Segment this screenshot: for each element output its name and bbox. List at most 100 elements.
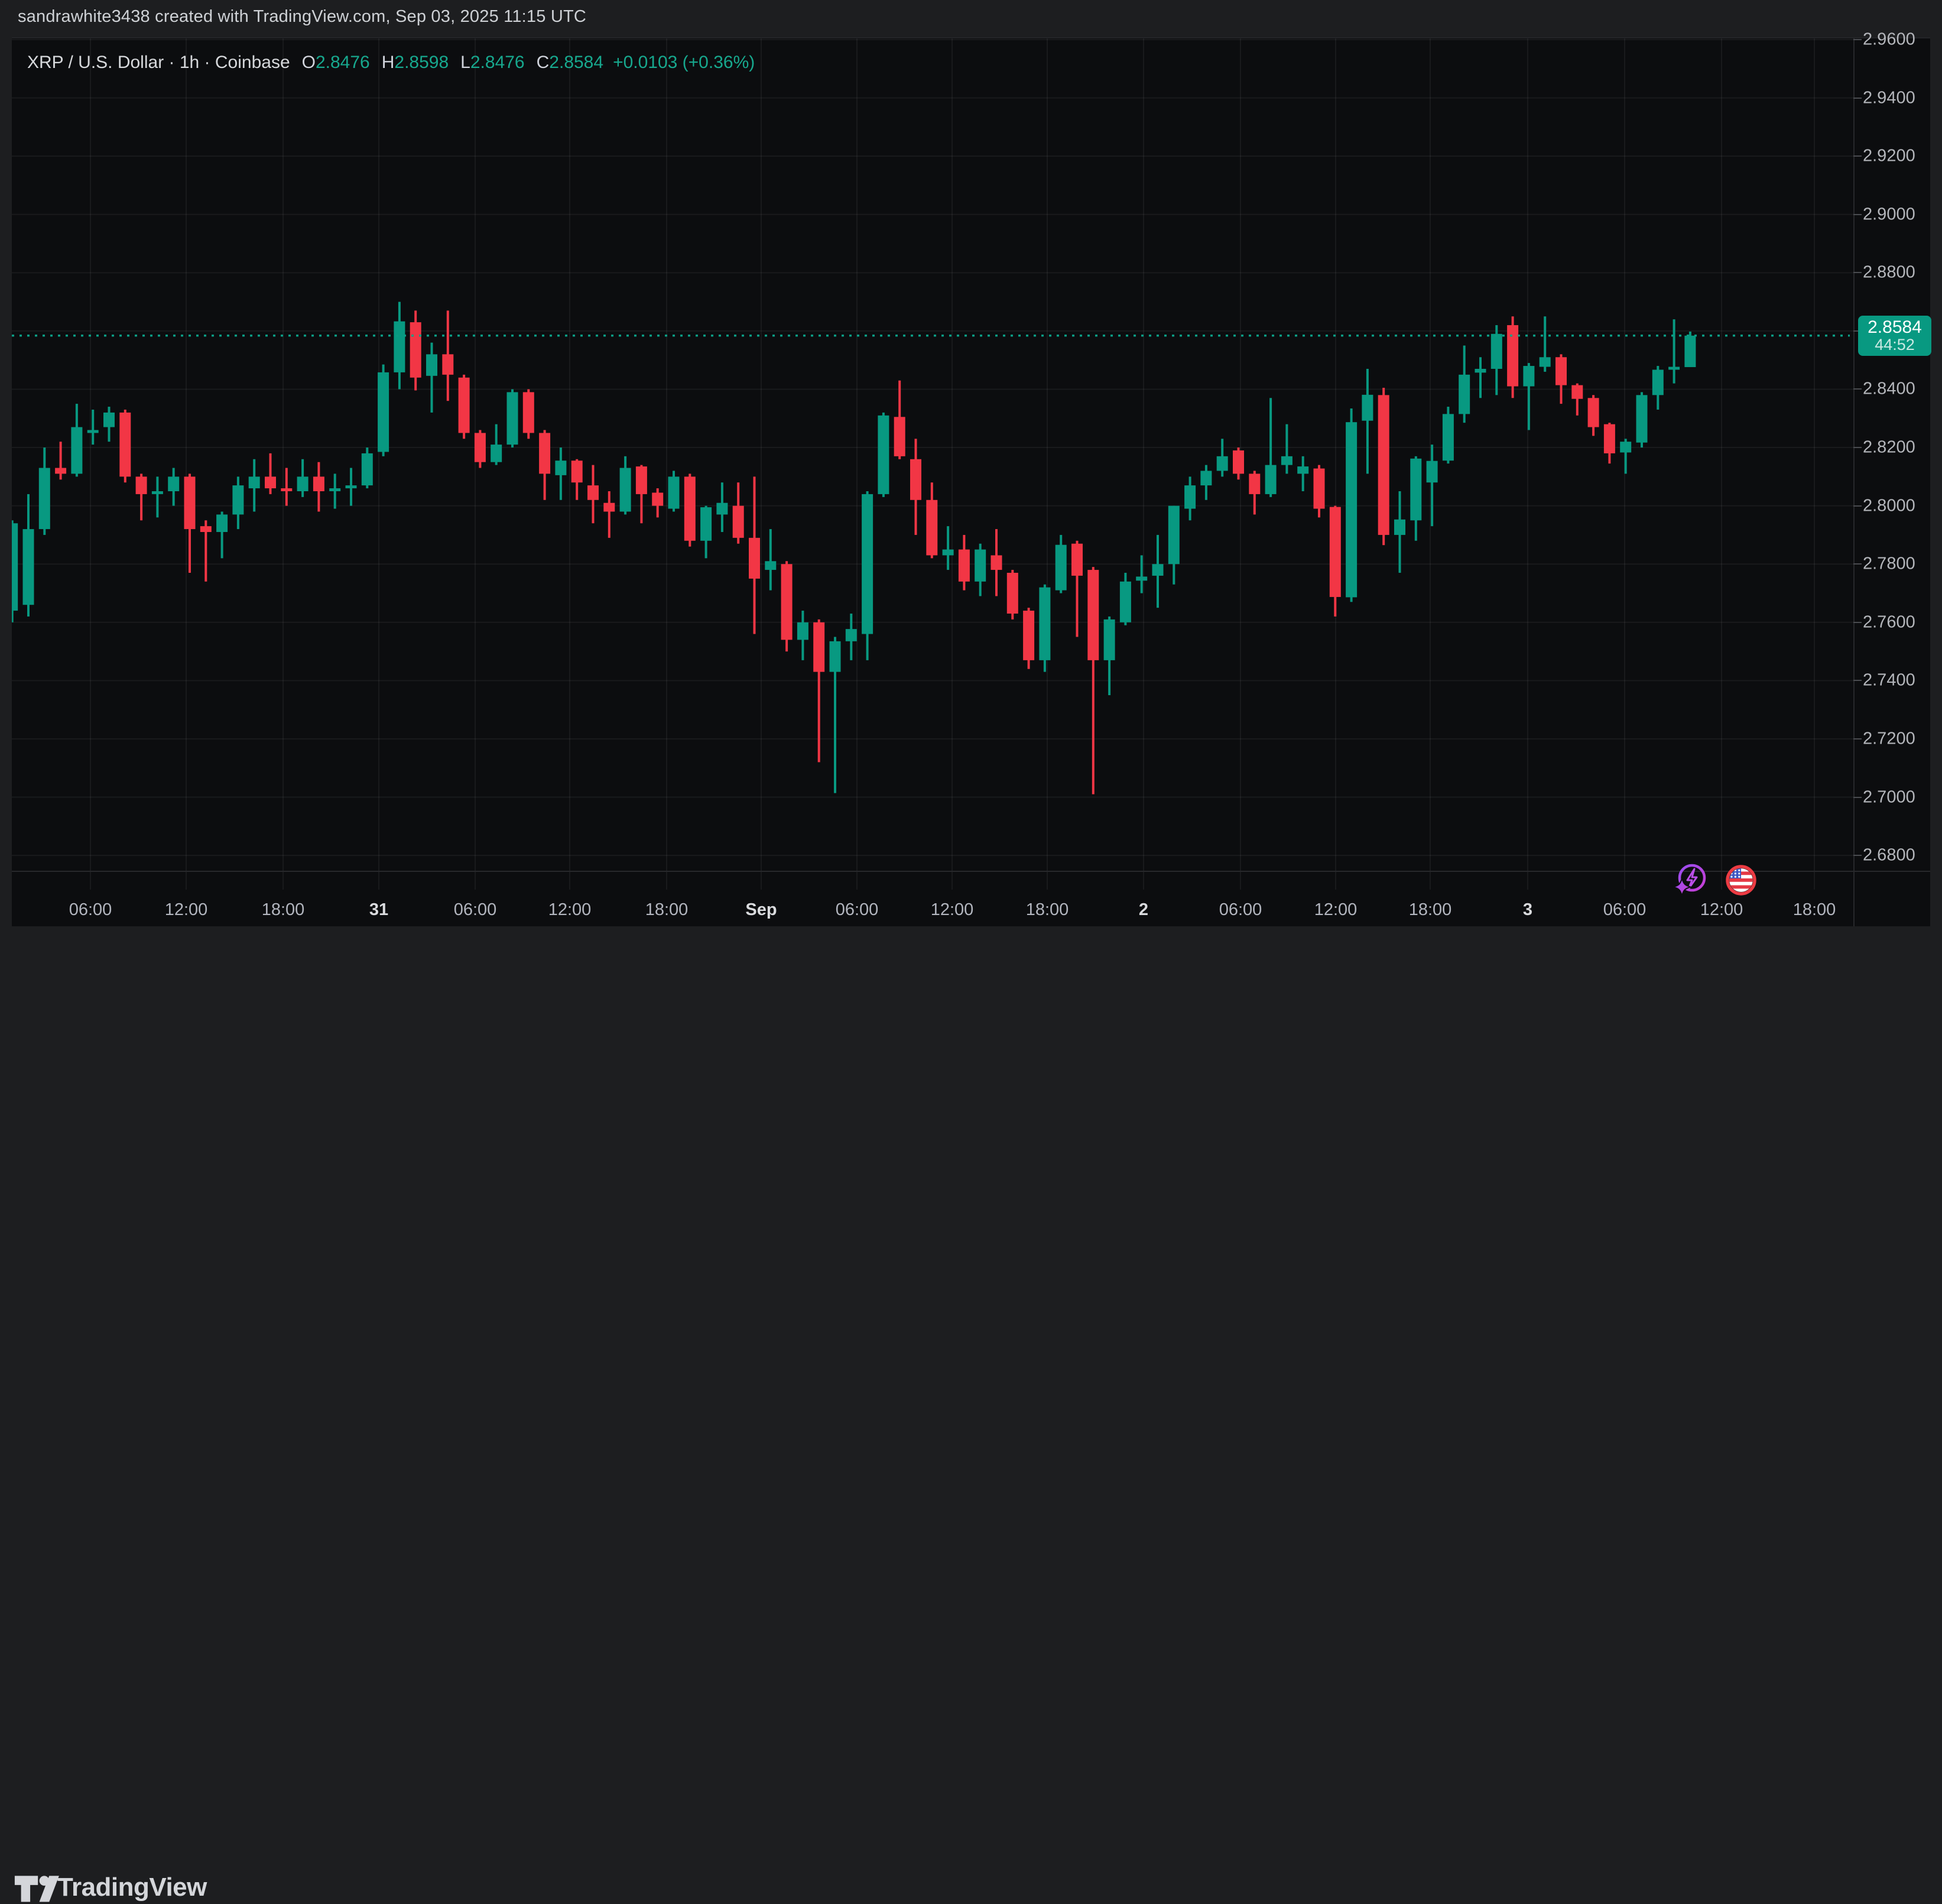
price-axis-tick — [1853, 388, 1862, 390]
time-axis-day-label: 31 — [369, 900, 389, 919]
candle-body — [1507, 325, 1519, 387]
candle-body — [700, 507, 712, 541]
time-axis-label: 12:00 — [1700, 900, 1743, 919]
candle-body — [1039, 587, 1051, 660]
time-axis-label: 12:00 — [1314, 900, 1358, 919]
candle-wick — [1479, 357, 1482, 398]
candle-body — [1346, 422, 1358, 598]
candle-body — [426, 354, 437, 376]
candle-wick — [817, 619, 820, 763]
candle-body — [716, 502, 728, 515]
symbol-title[interactable]: XRP / U.S. Dollar · 1h · Coinbase — [27, 53, 290, 72]
candle-wick — [285, 468, 288, 506]
candle-body — [684, 476, 696, 541]
time-axis-label: 06:00 — [1219, 900, 1262, 919]
candle-body — [38, 468, 50, 530]
candle-body — [313, 476, 324, 491]
candle-body — [1523, 366, 1535, 387]
candle-body — [378, 372, 389, 452]
candle-body — [135, 476, 147, 494]
candle-body — [1249, 473, 1261, 494]
tradingview-wordmark[interactable]: TradingView — [57, 1873, 207, 1902]
candle-wick — [947, 526, 950, 570]
candle-body — [1329, 507, 1341, 597]
candle-wick — [1544, 316, 1547, 372]
us-flag-icon[interactable] — [1723, 862, 1759, 898]
price-axis-label: 2.7800 — [1863, 554, 1915, 573]
candle-body — [1652, 369, 1664, 395]
candle-wick — [1140, 555, 1143, 593]
candle-body — [619, 468, 631, 512]
candle-wick — [1092, 567, 1095, 794]
candle-body — [248, 476, 260, 489]
candle-body — [894, 417, 905, 456]
candle-body — [12, 523, 18, 611]
footer-bar: TradingView — [0, 926, 1942, 1902]
candle-body — [781, 564, 793, 640]
candle-body — [345, 485, 357, 489]
candle-body — [635, 466, 647, 494]
current-price-value: 2.8584 — [1868, 317, 1922, 337]
candle-body — [1490, 333, 1502, 369]
candle-wick — [1673, 319, 1675, 384]
candle-body — [1297, 466, 1309, 474]
candle-body — [522, 392, 534, 433]
candle-body — [845, 629, 857, 641]
candle-body — [200, 526, 212, 533]
candle-wick — [1076, 540, 1079, 637]
candle-body — [975, 549, 986, 582]
candlestick-chart[interactable] — [12, 38, 1930, 927]
candle-body — [506, 392, 518, 445]
candle-body — [732, 505, 744, 538]
candle-body — [1410, 458, 1422, 521]
candle-body — [329, 488, 341, 491]
price-axis-tick — [1853, 39, 1862, 40]
candle-body — [1087, 570, 1099, 660]
candle-body — [991, 555, 1002, 570]
candle-body — [1006, 573, 1018, 614]
candle-body — [1233, 450, 1244, 474]
candle-wick — [769, 529, 772, 591]
candle-body — [571, 460, 583, 483]
time-axis-label: 06:00 — [453, 900, 497, 919]
price-axis-border — [1853, 38, 1855, 927]
candle-body — [797, 622, 808, 640]
candle-wick — [156, 476, 159, 518]
symbol-legend[interactable]: XRP / U.S. Dollar · 1h · Coinbase O2.8476… — [27, 53, 755, 73]
candle-body — [297, 476, 308, 491]
candle-body — [216, 514, 228, 533]
candle-body — [1378, 395, 1389, 535]
candle-body — [151, 491, 163, 494]
price-axis-tick — [1853, 97, 1862, 99]
price-axis-tick — [1853, 855, 1862, 857]
tradingview-logo-icon[interactable] — [14, 1874, 61, 1904]
candle-body — [652, 492, 664, 506]
price-axis-tick — [1853, 155, 1862, 157]
candle-body — [1603, 424, 1615, 453]
candle-body — [1152, 564, 1164, 576]
candle-wick — [430, 342, 433, 413]
price-axis-tick — [1853, 505, 1862, 507]
candle-body — [1184, 485, 1196, 509]
candle-wick — [1366, 368, 1369, 474]
time-axis-label: 06:00 — [835, 900, 879, 919]
candle-body — [1668, 366, 1680, 370]
open-label: O — [301, 53, 316, 72]
close-label: C — [536, 53, 550, 72]
candle-wick — [204, 520, 207, 582]
candle-body — [958, 549, 970, 582]
candle-body — [1426, 460, 1438, 483]
candle-wick — [1269, 398, 1272, 497]
candle-body — [394, 321, 405, 372]
candle-body — [1200, 471, 1212, 486]
spark-lightning-icon[interactable] — [1674, 861, 1709, 897]
candle-wick — [140, 473, 143, 521]
candle-body — [1539, 357, 1551, 367]
price-axis-label: 2.8200 — [1863, 437, 1915, 457]
candle-body — [184, 476, 196, 530]
time-axis-day-label: 2 — [1138, 900, 1149, 919]
candle-body — [458, 377, 470, 433]
chart-pane[interactable]: XRP / U.S. Dollar · 1h · Coinbase O2.8476… — [12, 30, 1931, 927]
candle-body — [668, 476, 680, 509]
candle-body — [265, 476, 276, 489]
